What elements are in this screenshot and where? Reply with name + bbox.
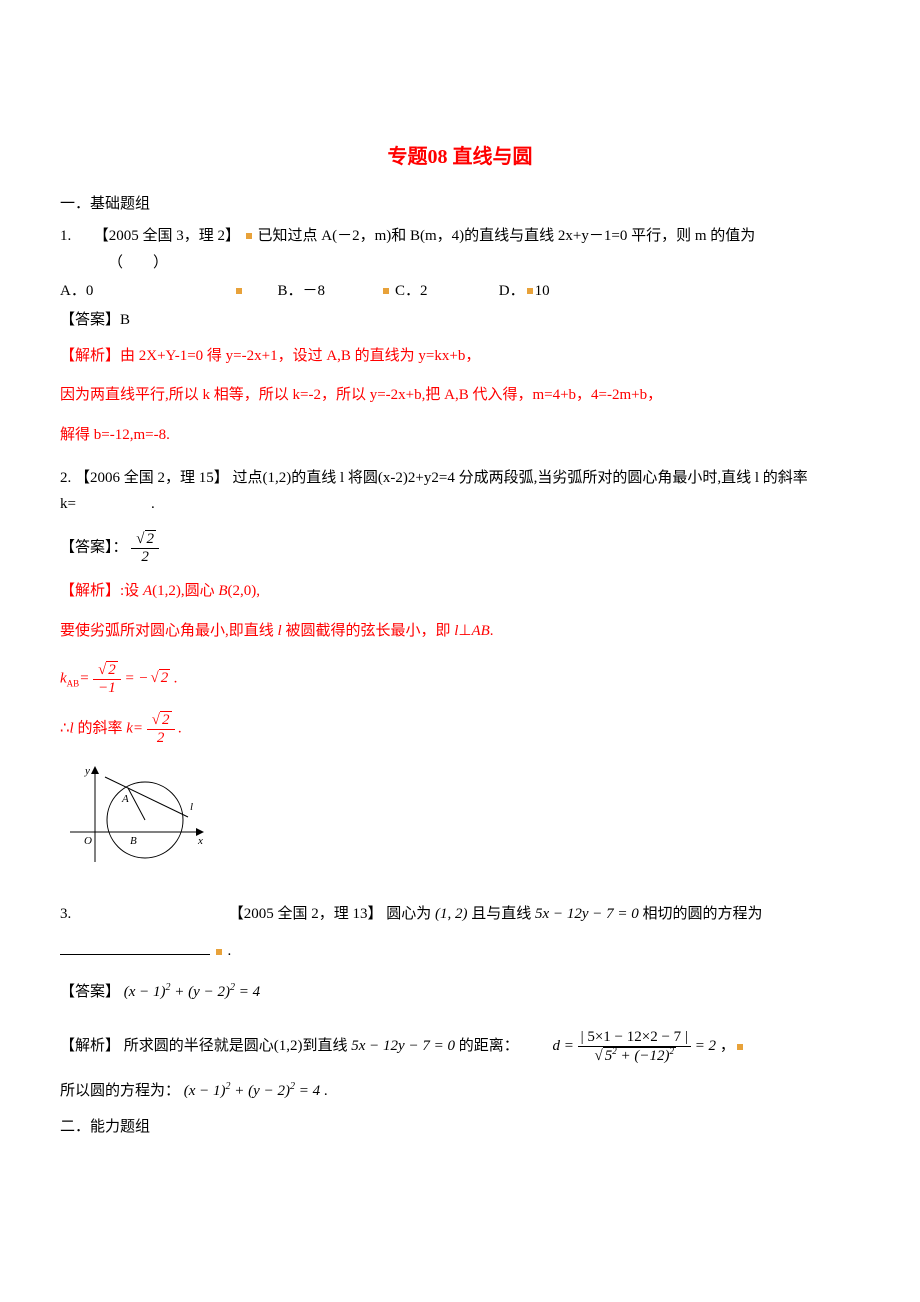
decoration-dot: [246, 233, 252, 239]
q2-analysis-1: 【解析】:设 A(1,2),圆心 B(2,0),: [60, 579, 860, 605]
q2-answer-label: 【答案】：: [60, 539, 128, 555]
decoration-dot: [737, 1044, 743, 1050]
decoration-dot: [527, 288, 533, 294]
q2-answer: 【答案】： 2 2: [60, 531, 860, 565]
svg-text:l: l: [190, 801, 193, 813]
q2-number: 2.: [60, 470, 71, 486]
q3-distance-formula: d = | 5×1 − 12×2 − 7 | 52 + (−12)2 = 2: [552, 1038, 719, 1054]
q3-center: (1, 2): [435, 906, 468, 922]
q1-answer: 【答案】B: [60, 308, 860, 334]
q2-slope-formula: ∴l 的斜率 k= 2 2 .: [60, 712, 860, 746]
q1-opt-a: A．0: [60, 279, 230, 305]
q2-diagram: y x l A B O: [60, 762, 860, 882]
fill-blank: [60, 940, 210, 955]
q1-paren: （ ）: [60, 251, 860, 277]
q3-conclusion-text: 所以圆的方程为：: [60, 1083, 180, 1099]
q1-opt-d: D．10: [499, 279, 579, 305]
q2-analysis-text-1: :设 A(1,2),圆心 B(2,0),: [120, 583, 260, 599]
svg-text:B: B: [130, 835, 137, 847]
q3-conclusion: 所以圆的方程为： (x − 1)2 + (y − 2)2 = 4 .: [60, 1078, 860, 1105]
q1-options: A．0 B．－8 C．2 D．10: [60, 279, 860, 305]
svg-text:O: O: [84, 835, 92, 847]
q1-opt-c: C．2: [395, 279, 495, 305]
q3-blank-line: .: [60, 939, 860, 965]
q3-text-b: 且与直线: [471, 906, 531, 922]
q2-source: 【2006 全国 2，理 15】: [75, 470, 229, 486]
circle-line-diagram: y x l A B O: [60, 762, 210, 872]
q1-analysis-1: 【解析】由 2X+Y-1=0 得 y=-2x+1，设过 A,B 的直线为 y=k…: [60, 344, 860, 370]
q3-analysis: 【解析】 所求圆的半径就是圆心(1,2)到直线 5x − 12y − 7 = 0…: [60, 1029, 860, 1064]
q3-line-eq: 5x − 12y − 7 = 0: [535, 906, 639, 922]
q3-answer: 【答案】 (x − 1)2 + (y − 2)2 = 4: [60, 979, 860, 1006]
q3-analysis-line-eq: 5x − 12y − 7 = 0: [351, 1038, 455, 1054]
q2-kab-formula: kAB= 2 −1 = −2 .: [60, 662, 860, 696]
q3-analysis-text-b: 的距离：: [459, 1038, 519, 1054]
q2-answer-frac: 2 2: [131, 531, 159, 565]
section-1-heading: 一．基础题组: [60, 192, 860, 218]
period: .: [228, 943, 232, 959]
analysis-label: 【解析】: [60, 583, 120, 599]
decoration-dot: [383, 288, 389, 294]
section-2-heading: 二．能力题组: [60, 1115, 860, 1141]
page-title: 专题08 直线与圆: [60, 140, 860, 174]
q3-number: 3.: [60, 906, 71, 922]
decoration-dot: [236, 288, 242, 294]
q2-line: 2. 【2006 全国 2，理 15】 过点(1,2)的直线 l 将圆(x-2)…: [60, 466, 860, 517]
q3-source: 【2005 全国 2，理 13】: [229, 906, 383, 922]
q1-analysis-text-1: 由 2X+Y-1=0 得 y=-2x+1，设过 A,B 的直线为 y=kx+b，: [120, 348, 480, 364]
q3-analysis-text-a: 所求圆的半径就是圆心(1,2)到直线: [124, 1038, 348, 1054]
q3-line: 3. 【2005 全国 2，理 13】 圆心为 (1, 2) 且与直线 5x −…: [60, 902, 860, 928]
svg-text:A: A: [121, 793, 129, 805]
q1-line: 1. 【2005 全国 3，理 2】 已知过点 A(－2，m)和 B(m，4)的…: [60, 224, 860, 250]
analysis-label: 【解析】: [60, 348, 120, 364]
q2-analysis-2: 要使劣弧所对圆心角最小,即直线 l 被圆截得的弦长最小，即 l⊥AB.: [60, 619, 860, 645]
q1-text: 已知过点 A(－2，m)和 B(m，4)的直线与直线 2x+y－1=0 平行，则…: [258, 228, 756, 244]
svg-text:x: x: [197, 835, 203, 847]
q3-analysis-label: 【解析】: [60, 1038, 120, 1054]
q1-source: 【2005 全国 3，理 2】: [94, 228, 240, 244]
q3-answer-formula: (x − 1)2 + (y − 2)2 = 4: [124, 984, 260, 1000]
q1-opt-b: B．－8: [248, 279, 378, 305]
q1-analysis-3: 解得 b=-12,m=-8.: [60, 423, 860, 449]
decoration-dot: [216, 949, 222, 955]
q3-conclusion-formula: (x − 1)2 + (y − 2)2 = 4: [184, 1083, 324, 1099]
q1-number: 1.: [60, 224, 90, 250]
q3-text-c: 相切的圆的方程为: [642, 906, 762, 922]
svg-text:y: y: [84, 765, 90, 777]
q1-analysis-2: 因为两直线平行,所以 k 相等，所以 k=-2，所以 y=-2x+b,把 A,B…: [60, 383, 860, 409]
q3-answer-label: 【答案】: [60, 984, 120, 1000]
q3-text-a: 圆心为: [386, 906, 431, 922]
